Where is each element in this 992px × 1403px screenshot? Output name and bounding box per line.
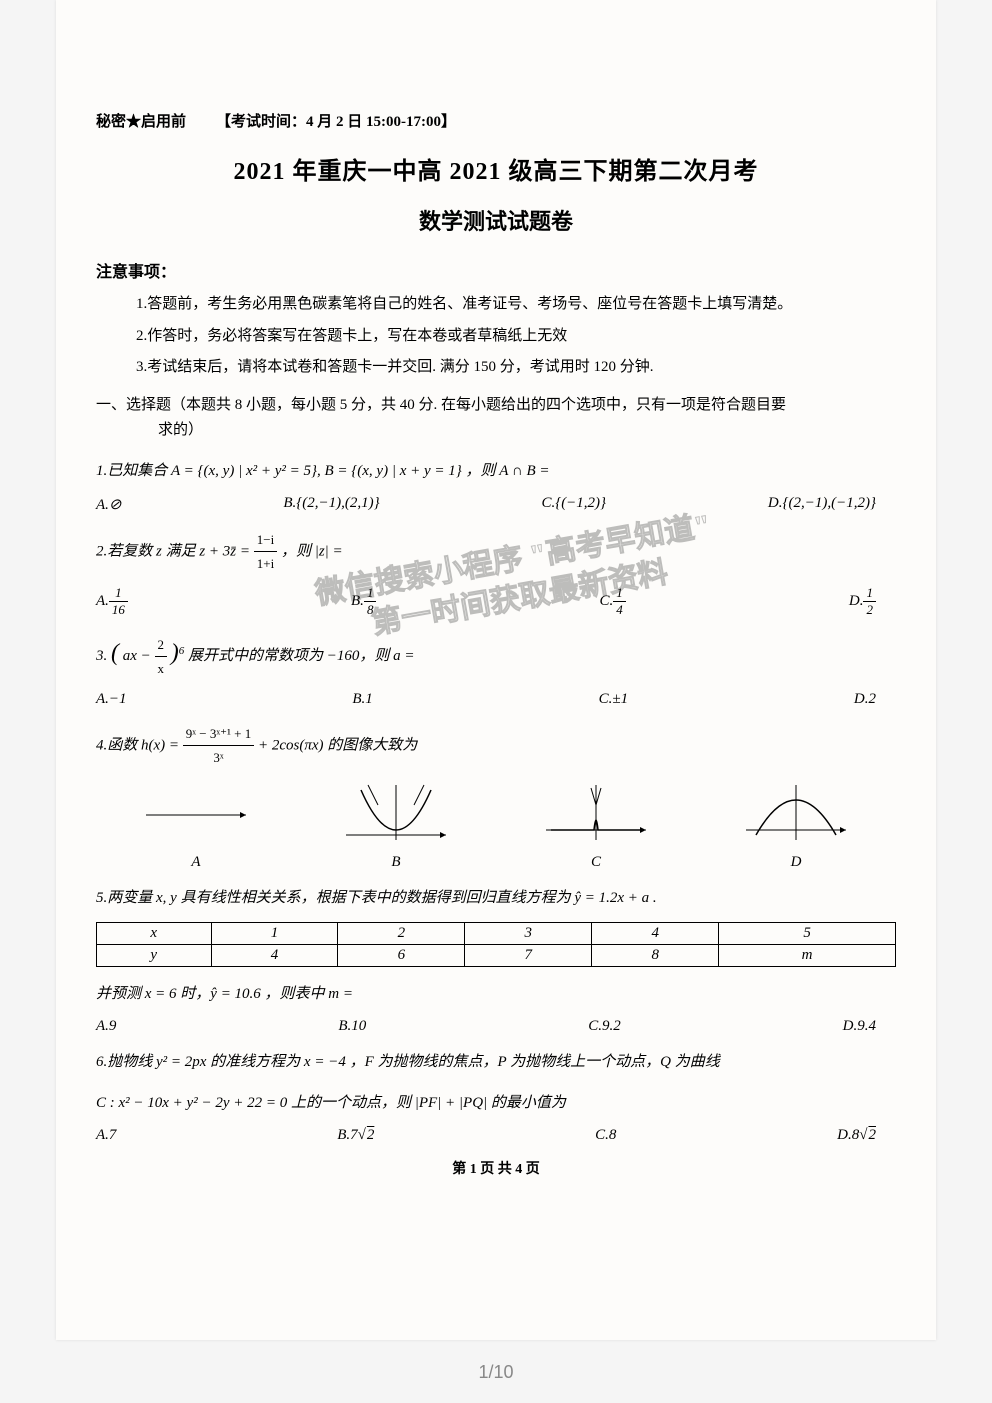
page-footer: 第 1 页 共 4 页	[96, 1158, 896, 1178]
table-row: y 4 6 7 8 m	[97, 944, 896, 966]
q5-r4: 8	[592, 944, 719, 966]
q5-opt-d: D.9.4	[843, 1018, 876, 1035]
q5-r0: y	[97, 944, 212, 966]
header-row: 秘密★启用前 【考试时间：4 月 2 日 15:00-17:00】	[96, 110, 896, 131]
q5-followup: 并预测 x = 6 时，ŷ = 10.6 ，则表中 m =	[96, 981, 896, 1008]
q5-h3: 3	[465, 922, 592, 944]
q1-opt-b: B.{(2,−1),(2,1)}	[283, 495, 379, 514]
q3-opt-b: B.1	[352, 691, 372, 708]
q2-frac: 1−i 1+i	[254, 528, 277, 576]
q5-r3: 7	[465, 944, 592, 966]
q3-frac-den: x	[155, 657, 168, 680]
q1-opt-c: C.{(−1,2)}	[541, 495, 606, 514]
q5-r5: m	[719, 944, 896, 966]
q2-frac-num: 1−i	[254, 528, 277, 552]
q5-h4: 4	[592, 922, 719, 944]
q4-text: 4.函数 h(x) = 9ˣ − 3ˣ⁺¹ + 1 3ˣ + 2cos(πx) …	[96, 722, 896, 770]
q2-opt-a: A.116	[96, 585, 128, 618]
q4-frac-den: 3ˣ	[183, 746, 254, 769]
q5-opt-b: B.10	[338, 1018, 366, 1035]
instruction-1: 1.答题前，考生务必用黑色碳素笔将自己的姓名、准考证号、考场号、座位号在答题卡上…	[136, 292, 896, 318]
q5-text: 5.两变量 x, y 具有线性相关关系，根据下表中的数据得到回归直线方程为 ŷ …	[96, 885, 896, 912]
graph-c-svg	[536, 780, 656, 850]
q6-opt-d: D.8√2	[837, 1127, 876, 1144]
q5-options: A.9 B.10 C.9.2 D.9.4	[96, 1018, 896, 1035]
q3-options: A.−1 B.1 C.±1 D.2	[96, 691, 896, 708]
q4-prefix: 4.函数 h(x) =	[96, 737, 183, 753]
sub-title: 数学测试试题卷	[96, 204, 896, 236]
graph-b-svg	[336, 780, 456, 850]
q4-graphs: A B C	[96, 780, 896, 871]
q3-opt-c: C.±1	[599, 691, 629, 708]
document-pager: 1/10	[0, 1362, 992, 1383]
q4-frac: 9ˣ − 3ˣ⁺¹ + 1 3ˣ	[183, 722, 254, 770]
q6-line2: C : x² − 10x + y² − 2y + 22 = 0 上的一个动点，则…	[96, 1090, 896, 1117]
q2-opt-c: C.14	[600, 585, 626, 618]
q3-opt-a: A.−1	[96, 691, 127, 708]
q2-options: A.116 B.18 C.14 D.12	[96, 585, 896, 618]
q4-graph-d: D	[716, 780, 876, 871]
q1-opt-d: D.{(2,−1),(−1,2)}	[768, 495, 876, 514]
table-row: x 1 2 3 4 5	[97, 922, 896, 944]
q5-h0: x	[97, 922, 212, 944]
q3-inner-a: ax −	[123, 648, 155, 664]
q4-graph-b: B	[316, 780, 476, 871]
q4-label-d: D	[716, 854, 876, 871]
q2-opt-b: B.18	[351, 585, 376, 618]
instruction-2: 2.作答时，务必将答案写在答题卡上，写在本卷或者草稿纸上无效	[136, 324, 896, 350]
q5-r1: 4	[211, 944, 338, 966]
q5-opt-a: A.9	[96, 1018, 116, 1035]
main-title: 2021 年重庆一中高 2021 级高三下期第二次月考	[96, 151, 896, 186]
q4-graph-c: C	[516, 780, 676, 871]
q5-table: x 1 2 3 4 5 y 4 6 7 8 m	[96, 922, 896, 967]
section-1-line2: 求的）	[158, 422, 203, 438]
exam-time: 【考试时间：4 月 2 日 15:00-17:00】	[216, 110, 456, 131]
q1-opt-a: A.⊘	[96, 495, 121, 514]
graph-d-svg	[736, 780, 856, 850]
graph-a-svg	[136, 780, 256, 850]
instruction-3: 3.考试结束后，请将本试卷和答题卡一并交回. 满分 150 分，考试用时 120…	[136, 355, 896, 381]
q2-frac-den: 1+i	[254, 552, 277, 575]
q6-opt-c: C.8	[595, 1127, 616, 1144]
q6-line1: 6.抛物线 y² = 2px 的准线方程为 x = −4 ，F 为抛物线的焦点，…	[96, 1049, 896, 1076]
q4-suffix: + 2cos(πx) 的图像大致为	[258, 737, 417, 753]
q3-frac-num: 2	[155, 633, 168, 657]
q3-prefix: 3.	[96, 648, 107, 664]
q2-text: 2.若复数 z 满足 z + 3z̄ = 1−i 1+i ，则 |z| =	[96, 528, 896, 576]
q4-label-c: C	[516, 854, 676, 871]
q3-suffix: 展开式中的常数项为 −160，则 a =	[188, 648, 415, 664]
q6-opt-a: A.7	[96, 1127, 116, 1144]
secrecy-label: 秘密★启用前	[96, 110, 186, 131]
q2-opt-d: D.12	[849, 585, 876, 618]
q3-paren-r: )	[171, 640, 179, 666]
q6-options: A.7 B.7√2 C.8 D.8√2	[96, 1127, 896, 1144]
q1-text: 1.已知集合 A = {(x, y) | x² + y² = 5}, B = {…	[96, 458, 896, 485]
exam-page: 秘密★启用前 【考试时间：4 月 2 日 15:00-17:00】 2021 年…	[56, 0, 936, 1340]
q3-paren-l: (	[111, 640, 119, 666]
q3-text: 3. ( ax − 2 x )6 展开式中的常数项为 −160，则 a =	[96, 632, 896, 680]
q5-opt-c: C.9.2	[588, 1018, 621, 1035]
section-1-header: 一、选择题（本题共 8 小题，每小题 5 分，共 40 分. 在每小题给出的四个…	[96, 393, 896, 444]
q5-h2: 2	[338, 922, 465, 944]
q4-graph-a: A	[116, 780, 276, 871]
section-1-line1: 一、选择题（本题共 8 小题，每小题 5 分，共 40 分. 在每小题给出的四个…	[96, 397, 786, 413]
q3-exp: 6	[179, 645, 185, 657]
notice-label: 注意事项：	[96, 258, 896, 282]
q5-h1: 1	[211, 922, 338, 944]
q5-h5: 5	[719, 922, 896, 944]
q3-opt-d: D.2	[854, 691, 876, 708]
q4-label-a: A	[116, 854, 276, 871]
q1-options: A.⊘ B.{(2,−1),(2,1)} C.{(−1,2)} D.{(2,−1…	[96, 495, 896, 514]
q2-prefix: 2.若复数 z 满足 z + 3z̄ =	[96, 543, 254, 559]
q4-label-b: B	[316, 854, 476, 871]
q2-suffix: ，则 |z| =	[281, 543, 343, 559]
q6-opt-b: B.7√2	[337, 1127, 374, 1144]
q5-r2: 6	[338, 944, 465, 966]
q4-frac-num: 9ˣ − 3ˣ⁺¹ + 1	[183, 722, 254, 746]
q3-frac: 2 x	[155, 633, 168, 681]
